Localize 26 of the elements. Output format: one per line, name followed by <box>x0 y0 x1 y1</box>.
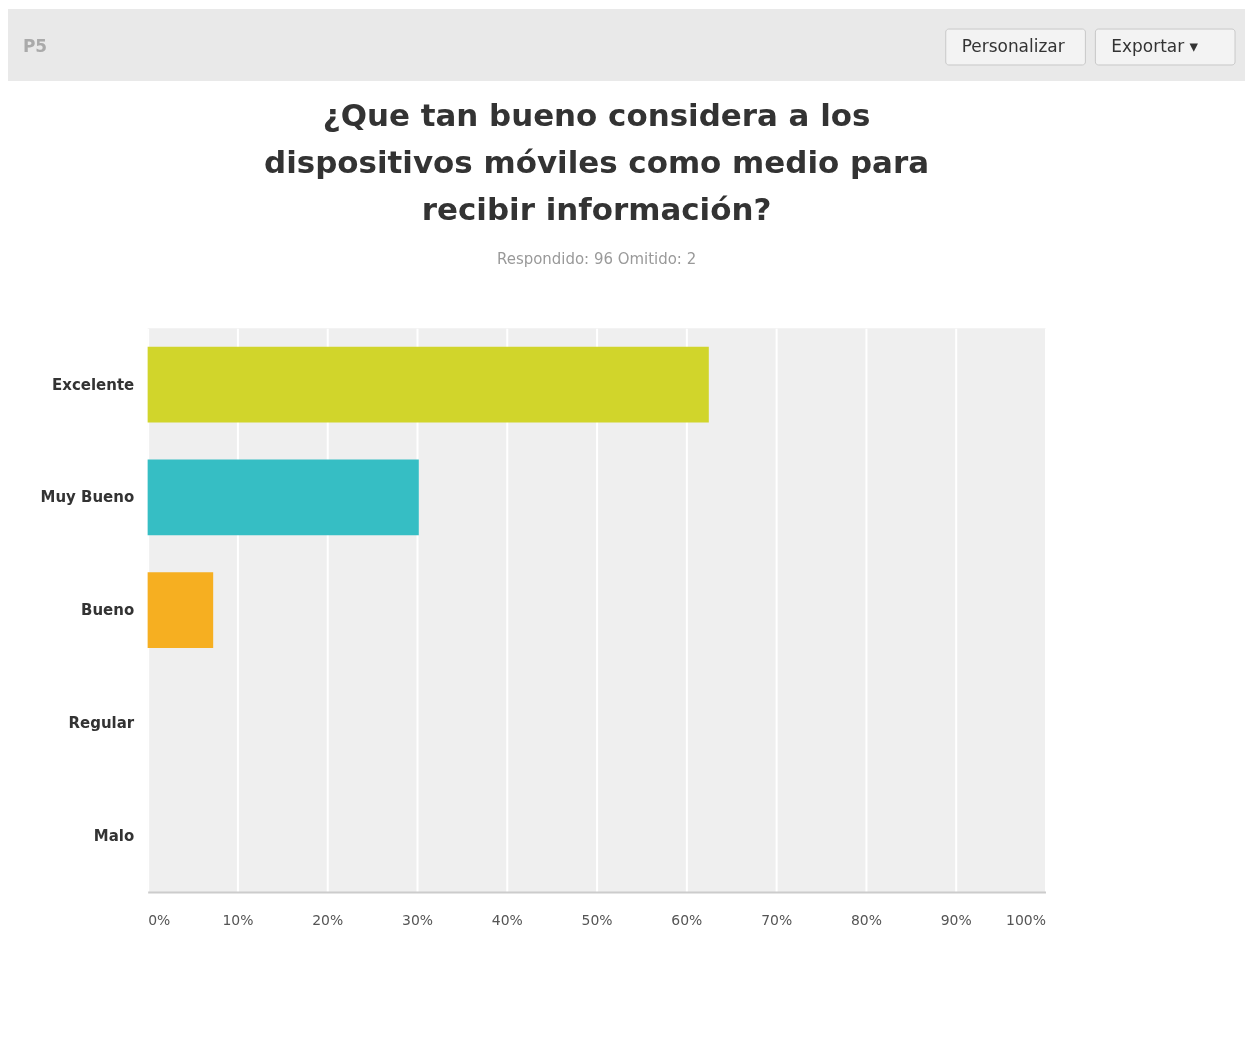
x-tick-label: 90% <box>940 912 972 929</box>
text: Exportar ▾ <box>1111 36 1199 56</box>
text: dispositivos móviles como medio para <box>264 143 930 180</box>
x-tick-label: 0% <box>148 912 171 929</box>
y-tick-label: Malo <box>93 826 135 845</box>
text: ¿Que tan bueno considera a los <box>322 96 871 133</box>
text: Personalizar <box>961 36 1065 56</box>
bar <box>147 459 419 536</box>
y-tick-label: Muy Bueno <box>40 488 135 507</box>
x-tick-label: 100% <box>1006 912 1046 929</box>
x-tick-label: 70% <box>761 912 793 929</box>
text: recibir información? <box>421 190 772 227</box>
x-tick-label: 80% <box>850 912 882 929</box>
x-tick-label: 40% <box>491 912 523 929</box>
y-tick-label: Regular <box>68 713 135 732</box>
x-tick-label: 50% <box>581 912 613 929</box>
y-tick-label: Bueno <box>81 601 135 620</box>
x-tick-label: 60% <box>671 912 703 929</box>
bar <box>147 572 214 649</box>
x-tick-label: 10% <box>222 912 254 929</box>
y-tick-label: Excelente <box>52 375 135 394</box>
x-tick-label: 30% <box>401 912 434 929</box>
text: P5 <box>22 36 48 56</box>
bar <box>147 346 709 423</box>
chart-subtitle: Respondido: 96 Omitido: 2 <box>497 250 697 269</box>
x-tick-label: 20% <box>312 912 344 929</box>
